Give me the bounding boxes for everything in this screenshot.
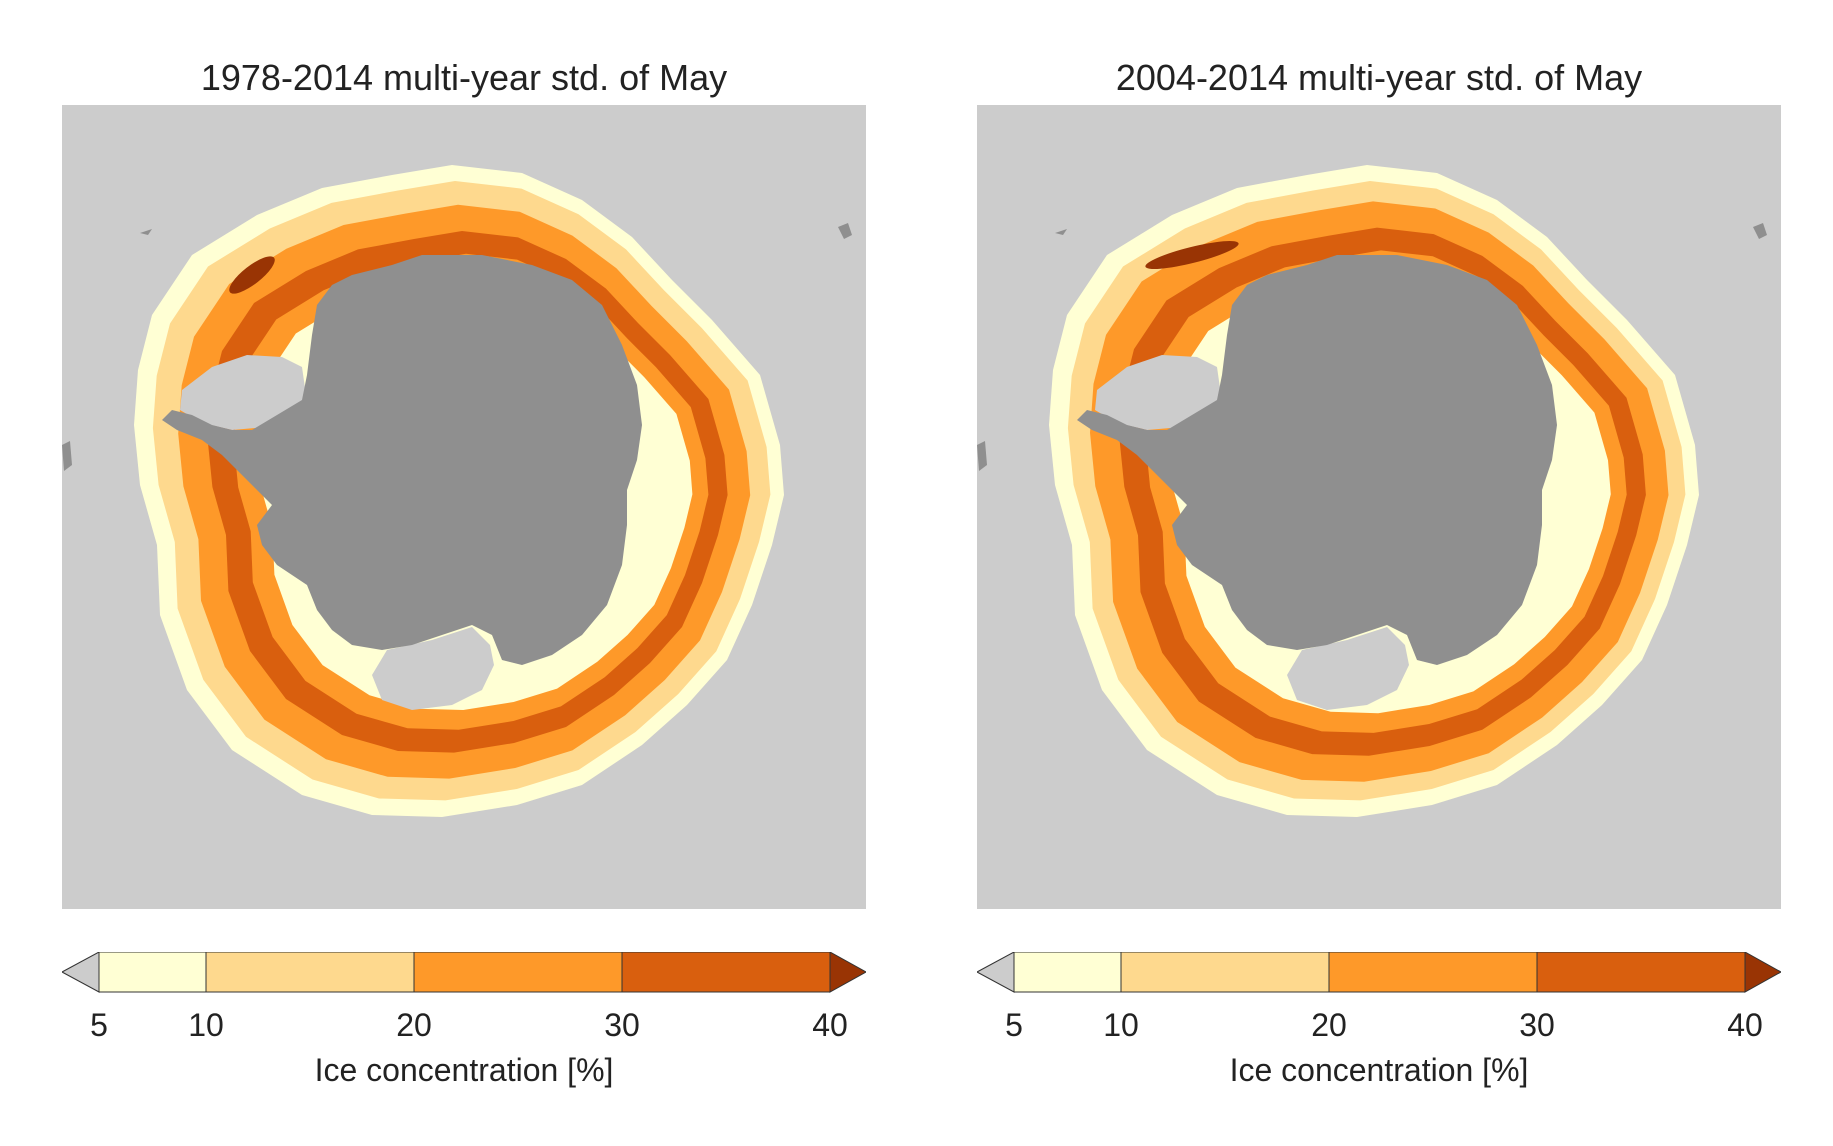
colorbar-bin (98, 952, 207, 993)
max-std-patch (229, 256, 275, 294)
colorbar-bin (1536, 952, 1746, 993)
colorbar (977, 952, 1781, 993)
colorbar-ticks: 5 10 20 30 40 (977, 1007, 1781, 1047)
panel-1978-2014: 1978-2014 multi-year std. of May 5 10 20… (62, 0, 882, 1146)
colorbar-bin (1328, 952, 1538, 993)
tick-label: 40 (812, 1007, 848, 1043)
chart-title: 1978-2014 multi-year std. of May (200, 57, 728, 98)
tick-label: 20 (396, 1007, 432, 1043)
tick-label: 20 (1311, 1007, 1347, 1043)
tick-label: 30 (1519, 1007, 1555, 1043)
chart-title: 2004-2014 multi-year std. of May (1115, 57, 1643, 98)
ice-std-map (62, 105, 866, 909)
antarctica-landmass (162, 255, 642, 665)
colorbar-bin (413, 952, 623, 993)
panel-2004-2014: 2004-2014 multi-year std. of May 5 10 20… (977, 0, 1797, 1146)
weddell-sea-region (1287, 627, 1409, 710)
max-std-patch (1145, 241, 1239, 269)
tick-label: 5 (90, 1007, 108, 1043)
tick-label: 10 (188, 1007, 224, 1043)
island (1055, 229, 1067, 235)
weddell-sea-region (372, 627, 494, 710)
colorbar-under-arrow (62, 952, 100, 993)
colorbar-bin (621, 952, 831, 993)
colorbar-over-arrow (1744, 952, 1781, 993)
colorbar-label: Ice concentration [%] (1229, 1052, 1529, 1088)
ice-std-map (977, 105, 1781, 909)
antarctica-landmass (1077, 255, 1557, 665)
colorbar-bin (1013, 952, 1122, 993)
colorbar-over-arrow (829, 952, 866, 993)
island (838, 223, 852, 239)
map-area (977, 105, 1781, 909)
island (1753, 223, 1767, 239)
colorbar-bin (1120, 952, 1330, 993)
island (977, 441, 987, 471)
colorbar-bin (205, 952, 415, 993)
tick-label: 10 (1103, 1007, 1139, 1043)
tick-label: 5 (1005, 1007, 1023, 1043)
island (62, 441, 72, 471)
map-area (62, 105, 866, 909)
colorbar-label: Ice concentration [%] (314, 1052, 614, 1088)
colorbar (62, 952, 866, 993)
ross-sea-region (1095, 355, 1221, 430)
tick-label: 30 (604, 1007, 640, 1043)
tick-label: 40 (1727, 1007, 1763, 1043)
island (140, 229, 152, 235)
colorbar-under-arrow (977, 952, 1015, 993)
ross-sea-region (180, 355, 306, 430)
colorbar-ticks: 5 10 20 30 40 (62, 1007, 866, 1047)
